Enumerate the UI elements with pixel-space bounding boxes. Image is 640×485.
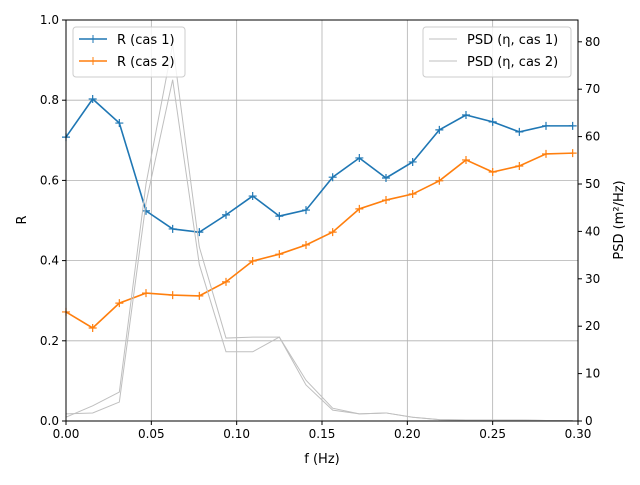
data-point xyxy=(488,167,497,176)
data-point xyxy=(248,192,257,201)
data-point xyxy=(275,250,284,259)
y2-axis-label: PSD (m²/Hz) xyxy=(612,180,627,259)
y-tick-label: 1.0 xyxy=(40,13,59,27)
x-tick-label: 0.15 xyxy=(309,427,336,441)
data-point xyxy=(302,240,310,249)
y2-tick-label: 20 xyxy=(585,319,600,333)
data-point xyxy=(382,196,390,205)
y2-tick-label: 70 xyxy=(585,82,600,96)
data-point xyxy=(408,190,417,199)
y-tick-label: 0.0 xyxy=(40,414,59,428)
data-point xyxy=(355,204,364,213)
data-point xyxy=(328,173,337,182)
x-axis-label: f (Hz) xyxy=(304,452,339,467)
y2-tick-label: 60 xyxy=(585,130,600,144)
data-point xyxy=(435,176,444,185)
data-point xyxy=(382,173,390,182)
y2-tick-label: 50 xyxy=(585,177,600,191)
y2-tick-label: 30 xyxy=(585,272,600,286)
x-tick-label: 0.00 xyxy=(53,427,80,441)
data-point xyxy=(302,206,310,215)
data-point xyxy=(515,127,524,136)
data-point xyxy=(542,149,550,158)
x-tick-label: 0.20 xyxy=(394,427,421,441)
legend-label: PSD (η, cas 2) xyxy=(467,55,558,70)
y-tick-label: 0.4 xyxy=(40,254,59,268)
plot-frame xyxy=(65,19,579,422)
data-point xyxy=(195,228,204,237)
y2-tick-label: 80 xyxy=(585,35,600,49)
y-tick-label: 0.6 xyxy=(40,173,59,187)
data-point xyxy=(142,289,150,298)
data-point xyxy=(542,121,550,130)
data-point xyxy=(88,323,97,332)
y2-tick-label: 40 xyxy=(585,224,600,238)
legend-marker xyxy=(89,57,97,65)
data-point xyxy=(568,149,577,158)
data-point xyxy=(248,257,257,266)
y-tick-label: 0.2 xyxy=(40,334,59,348)
data-point xyxy=(408,157,417,166)
data-point xyxy=(568,121,577,130)
data-point xyxy=(222,277,230,286)
data-point xyxy=(275,212,284,221)
data-point xyxy=(515,161,524,170)
legend-label: PSD (η, cas 1) xyxy=(467,33,558,48)
y2-tick-label: 0 xyxy=(585,414,593,428)
legend-right xyxy=(422,26,572,78)
x-tick-label: 0.25 xyxy=(479,427,506,441)
y2-tick-label: 10 xyxy=(585,367,600,381)
x-tick-label: 0.05 xyxy=(138,427,165,441)
data-point xyxy=(435,125,444,134)
y-axis-label: R xyxy=(15,215,30,224)
series-line-1 xyxy=(65,152,573,329)
x-tick-label: 0.30 xyxy=(565,427,592,441)
legend-label: R (cas 2) xyxy=(117,55,175,70)
data-point xyxy=(88,94,97,103)
data-point xyxy=(168,224,177,233)
legend-marker xyxy=(89,35,97,43)
data-point xyxy=(115,299,124,308)
data-point xyxy=(142,206,150,215)
legend-label: R (cas 1) xyxy=(117,33,175,48)
data-point xyxy=(168,291,177,300)
data-point xyxy=(355,153,364,162)
data-point xyxy=(328,228,337,237)
data-point xyxy=(462,155,470,164)
y-tick-label: 0.8 xyxy=(40,93,59,107)
series-line-0 xyxy=(65,97,573,233)
x-tick-label: 0.10 xyxy=(223,427,250,441)
series-line-3 xyxy=(65,79,573,422)
data-point xyxy=(462,111,470,120)
data-point xyxy=(488,117,497,126)
data-point xyxy=(195,291,204,300)
data-point xyxy=(222,210,230,219)
data-point xyxy=(115,119,124,128)
